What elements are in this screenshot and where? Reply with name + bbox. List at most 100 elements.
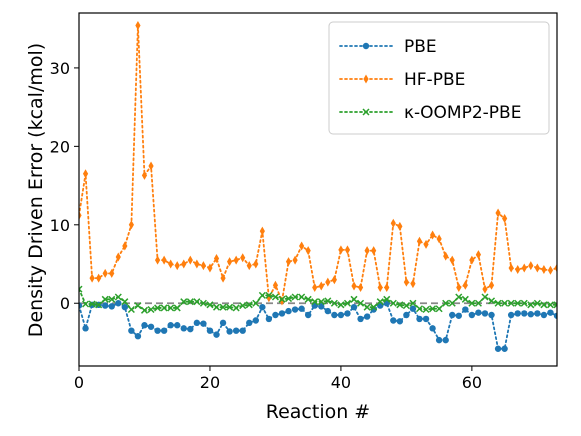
- data-point-hf-pbe: [148, 161, 154, 171]
- data-point-pbe: [167, 322, 174, 329]
- data-point-hf-pbe: [102, 268, 108, 278]
- data-point-pbe: [422, 315, 430, 323]
- data-point-pbe: [344, 310, 351, 317]
- data-point-kappa-oomp2-pbe: [546, 301, 554, 309]
- data-point-pbe: [226, 328, 233, 335]
- data-point-kappa-oomp2-pbe: [108, 295, 116, 303]
- data-point-kappa-oomp2-pbe: [239, 302, 247, 310]
- data-point-kappa-oomp2-pbe: [173, 304, 181, 312]
- x-axis-ticks: 0 20 40 60: [74, 366, 482, 392]
- data-point-hf-pbe: [429, 230, 436, 240]
- data-point-kappa-oomp2-pbe: [520, 299, 528, 307]
- data-point-hf-pbe: [449, 255, 455, 265]
- data-point-hf-pbe: [96, 273, 102, 283]
- data-point-pbe: [82, 325, 89, 332]
- data-point-hf-pbe: [79, 210, 82, 220]
- data-point-kappa-oomp2-pbe: [193, 298, 201, 306]
- data-point-hf-pbe: [181, 259, 187, 269]
- data-point-hf-pbe: [403, 277, 409, 287]
- data-point-hf-pbe: [312, 283, 318, 293]
- data-point-hf-pbe: [416, 236, 423, 246]
- data-point-kappa-oomp2-pbe: [212, 303, 221, 311]
- y-tick-label: 10: [50, 216, 70, 235]
- data-point-hf-pbe: [364, 246, 370, 256]
- data-point-hf-pbe: [89, 273, 95, 283]
- data-point-pbe: [540, 311, 548, 319]
- data-point-kappa-oomp2-pbe: [245, 301, 253, 309]
- data-point-pbe: [547, 309, 554, 316]
- data-point-hf-pbe: [220, 273, 226, 283]
- data-point-kappa-oomp2-pbe: [474, 299, 482, 307]
- data-point-pbe: [304, 311, 312, 319]
- data-point-hf-pbe: [154, 255, 161, 265]
- data-point-pbe: [442, 336, 449, 344]
- data-point-kappa-oomp2-pbe: [448, 299, 456, 307]
- legend-marker-pbe: [362, 42, 370, 50]
- data-point-pbe: [232, 327, 240, 334]
- data-point-pbe: [396, 318, 404, 325]
- data-point-hf-pbe: [200, 261, 207, 271]
- data-point-hf-pbe: [305, 246, 311, 256]
- data-point-kappa-oomp2-pbe: [429, 305, 437, 313]
- data-point-kappa-oomp2-pbe: [507, 299, 515, 307]
- data-point-pbe: [494, 345, 502, 352]
- data-point-kappa-oomp2-pbe: [140, 306, 149, 314]
- data-point-kappa-oomp2-pbe: [134, 302, 142, 310]
- data-point-hf-pbe: [135, 21, 141, 31]
- series-kappa-oomp2-pbe: [79, 285, 557, 314]
- data-point-kappa-oomp2-pbe: [167, 304, 175, 312]
- data-point-pbe: [206, 327, 214, 334]
- data-point-hf-pbe: [469, 255, 475, 265]
- data-point-pbe: [501, 345, 508, 352]
- data-point-pbe: [278, 310, 286, 317]
- series-line-pbe: [79, 302, 557, 350]
- data-point-pbe: [553, 312, 557, 319]
- data-point-pbe: [357, 315, 364, 323]
- plot-frame: [78, 12, 558, 367]
- data-point-hf-pbe: [528, 261, 534, 271]
- data-point-hf-pbe: [227, 257, 233, 267]
- legend-label-kappa-oomp2-pbe: κ-OOMP2-PBE: [404, 103, 521, 123]
- x-axis-label: Reaction #: [266, 401, 370, 423]
- data-point-kappa-oomp2-pbe: [409, 299, 417, 307]
- data-point-pbe: [115, 300, 122, 307]
- data-point-hf-pbe: [436, 234, 442, 244]
- data-point-hf-pbe: [325, 277, 331, 287]
- data-point-pbe: [285, 307, 292, 315]
- data-point-pbe: [246, 319, 253, 327]
- data-point-hf-pbe: [443, 251, 449, 261]
- data-point-hf-pbe: [331, 275, 337, 285]
- data-point-kappa-oomp2-pbe: [88, 300, 96, 308]
- data-point-hf-pbe: [541, 265, 547, 275]
- legend-box: [328, 21, 550, 135]
- data-point-kappa-oomp2-pbe: [160, 304, 168, 312]
- data-point-kappa-oomp2-pbe: [330, 299, 338, 307]
- data-point-kappa-oomp2-pbe: [389, 299, 397, 307]
- data-point-pbe: [265, 315, 273, 323]
- data-point-hf-pbe: [168, 259, 174, 269]
- data-point-kappa-oomp2-pbe: [127, 305, 135, 314]
- data-point-kappa-oomp2-pbe: [442, 299, 450, 307]
- data-point-kappa-oomp2-pbe: [154, 304, 162, 312]
- data-point-hf-pbe: [495, 208, 501, 218]
- data-point-pbe: [291, 306, 299, 313]
- data-point-pbe: [527, 311, 535, 318]
- data-point-pbe: [219, 319, 227, 327]
- data-point-hf-pbe: [521, 263, 527, 273]
- data-point-kappa-oomp2-pbe: [370, 303, 378, 311]
- data-point-kappa-oomp2-pbe: [114, 293, 122, 301]
- data-point-kappa-oomp2-pbe: [252, 299, 260, 307]
- data-point-hf-pbe: [554, 263, 557, 273]
- data-point-pbe: [187, 325, 194, 333]
- data-point-hf-pbe: [207, 263, 213, 273]
- data-point-kappa-oomp2-pbe: [79, 285, 83, 293]
- data-point-pbe: [481, 310, 489, 317]
- data-point-kappa-oomp2-pbe: [435, 305, 443, 313]
- data-point-pbe: [363, 313, 371, 320]
- data-point-kappa-oomp2-pbe: [527, 301, 535, 309]
- data-point-pbe: [455, 312, 462, 319]
- data-point-hf-pbe: [122, 241, 128, 251]
- series-line-kappa-oomp2-pbe: [79, 288, 557, 312]
- data-point-hf-pbe: [266, 293, 272, 303]
- data-point-kappa-oomp2-pbe: [304, 295, 312, 303]
